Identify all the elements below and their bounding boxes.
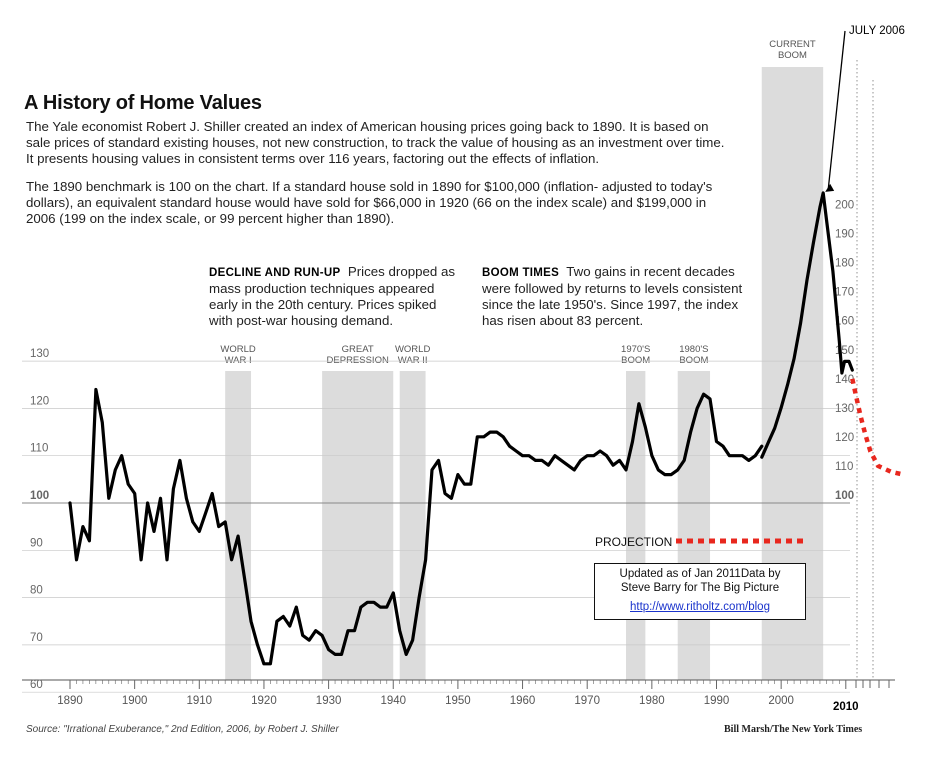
x-tick-label-2010: 2010 (833, 701, 859, 713)
note-decline-text: Prices dropped as mass production techni… (209, 264, 456, 328)
shade-label-4: BOOM (679, 355, 708, 366)
shade-label-3: 1970'S (621, 344, 650, 355)
y-tick-right-200: 200 (835, 200, 854, 212)
chart-title: A History of Home Values (24, 92, 262, 114)
y-tick-left-110: 110 (30, 443, 48, 455)
y-tick-right-120: 120 (835, 432, 854, 444)
x-tick-label-2000: 2000 (768, 695, 794, 707)
series-projection (850, 378, 905, 477)
note-decline-run-up: DECLINE AND RUN-UP Prices dropped as mas… (209, 264, 461, 329)
x-tick-label-1940: 1940 (380, 695, 406, 707)
shade-1 (322, 371, 394, 680)
x-tick-label-1890: 1890 (57, 695, 83, 707)
update-line-1: Updated as of Jan 2011Data by (619, 568, 781, 580)
y-axis-left: 60 70 80 90 100 110 120 130 (30, 348, 49, 691)
x-axis: 1890 1900 1910 1920 1930 1940 1950 1960 1970 1980… (22, 679, 895, 713)
x-tick-label-1960: 1960 (510, 695, 536, 707)
y-tick-right-170: 170 (835, 287, 854, 299)
update-box: Updated as of Jan 2011Data by Steve Barr… (594, 563, 806, 620)
source-note: Source: "Irrational Exuberance," 2nd Edi… (26, 724, 339, 735)
note-decline-heading: DECLINE AND RUN-UP (209, 267, 341, 279)
y-tick-right-110: 110 (835, 461, 853, 473)
peak-arrow-line (827, 30, 846, 190)
shade-label-4: 1980'S (679, 344, 708, 355)
x-tick-label-1950: 1950 (445, 695, 471, 707)
y-tick-right-130: 130 (835, 403, 854, 415)
note-boom-times: BOOM TIMES Two gains in recent decades w… (482, 264, 744, 329)
y-tick-left-60: 60 (30, 679, 43, 691)
shade-label-2: WAR II (398, 355, 428, 366)
x-tick-label-1920: 1920 (251, 695, 277, 707)
shade-label-0: WAR I (225, 355, 252, 366)
x-tick-label-1980: 1980 (639, 695, 665, 707)
y-tick-left-130: 130 (30, 348, 49, 360)
shade-2 (399, 371, 426, 680)
series-lines (68, 191, 905, 666)
y-tick-left-120: 120 (30, 395, 49, 407)
y-tick-right-140: 140 (835, 374, 854, 386)
y-tick-left-80: 80 (30, 585, 43, 597)
x-tick-label-1900: 1900 (122, 695, 148, 707)
y-tick-right-160: 160 (835, 316, 854, 328)
peak-label: JULY 2006 (849, 25, 905, 37)
x-tick-label-1990: 1990 (704, 695, 730, 707)
intro-paragraph-1: The Yale economist Robert J. Shiller cre… (26, 119, 725, 166)
shade-label-1: DEPRESSION (327, 355, 389, 366)
y-tick-right-150: 150 (835, 345, 854, 357)
y-tick-left-90: 90 (30, 537, 43, 549)
series-index-segment-0 (68, 387, 764, 666)
peak-arrow-head (825, 183, 835, 192)
shade-0 (225, 371, 252, 680)
note-boom-heading: BOOM TIMES (482, 267, 560, 279)
y-tick-right-190: 190 (835, 229, 854, 241)
credit: Bill Marsh/The New York Times (724, 724, 863, 735)
shade-label-1: GREAT (342, 344, 374, 355)
series-index-segment-1 (760, 191, 854, 459)
y-tick-left-70: 70 (30, 632, 43, 644)
shade-label-5: BOOM (778, 50, 807, 61)
chart-annotations: JULY 2006 (676, 25, 905, 544)
shade-label-0: WORLD (220, 344, 256, 355)
blog-link[interactable]: http://www.ritholtz.com/blog (630, 601, 770, 613)
projection-label: PROJECTION (595, 535, 673, 549)
y-tick-right-100: 100 (835, 490, 854, 502)
update-line-2: Steve Barry for The Big Picture (620, 582, 780, 594)
y-tick-right-180: 180 (835, 258, 854, 270)
shade-label-5: CURRENT (769, 39, 816, 50)
note-boom-text: Two gains in recent decades were followe… (482, 264, 743, 328)
x-tick-label-1930: 1930 (316, 695, 342, 707)
y-tick-left-100: 100 (30, 490, 49, 502)
intro-paragraph-2: The 1890 benchmark is 100 on the chart. … (26, 179, 713, 226)
x-tick-label-1910: 1910 (187, 695, 213, 707)
intro-text: The Yale economist Robert J. Shiller cre… (26, 119, 726, 239)
shade-label-3: BOOM (621, 355, 650, 366)
x-tick-label-1970: 1970 (574, 695, 600, 707)
shade-label-2: WORLD (395, 344, 431, 355)
